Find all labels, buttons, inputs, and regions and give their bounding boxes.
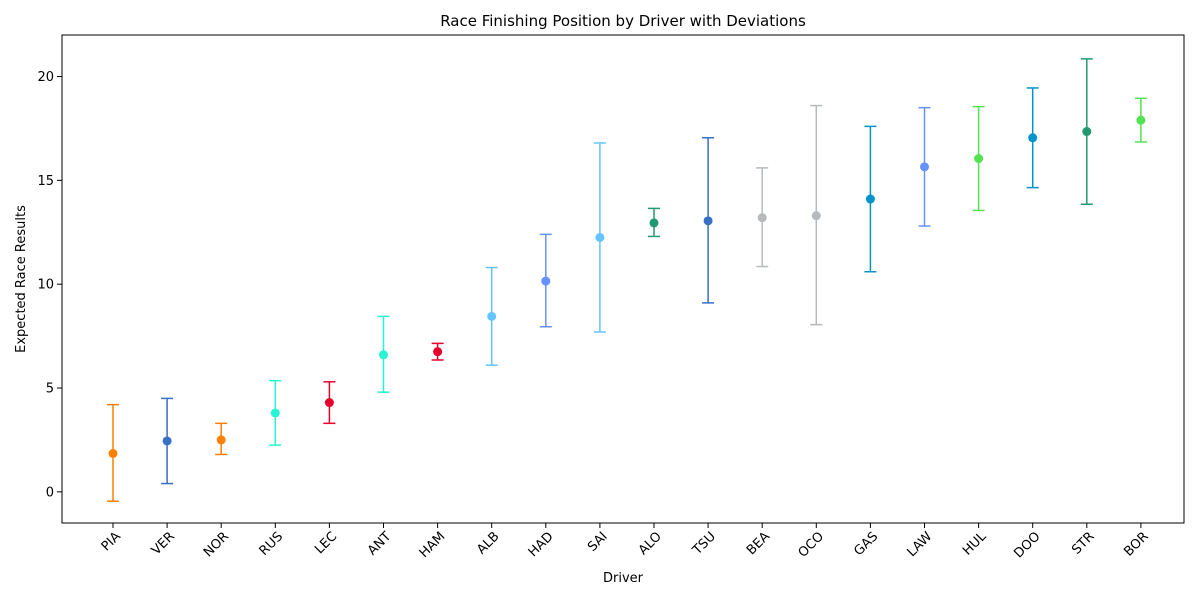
data-point [649,218,659,228]
data-point [108,448,118,458]
x-tick-label: BEA [744,529,773,558]
x-tick-label: GAS [851,529,881,559]
x-tick-label: PIA [99,529,124,554]
data-point [270,408,280,418]
data-point [433,347,443,357]
data-point [541,276,551,286]
y-tick-label: 5 [46,382,54,397]
data-point [865,194,875,204]
x-axis: PIA VER NOR RUS LEC ANT HAM ALB HAD SAI ALO TSU BEA O… [99,523,1152,561]
x-tick-label: HUL [960,529,990,559]
x-tick-label: VER [149,529,178,558]
data-point [920,162,929,172]
data-point [1082,127,1092,137]
data-point [379,350,388,360]
data-point [216,435,226,445]
x-tick-label: TSU [689,529,718,558]
data-point [324,398,334,408]
y-axis-label: Expected Race Results [14,205,29,353]
y-tick-label: 0 [46,485,54,500]
x-axis-label: Driver [603,571,644,586]
x-tick-label: HAD [526,529,557,560]
x-tick-label: LEC [312,529,340,557]
x-tick-label: NOR [201,529,232,560]
data-point [1028,133,1038,143]
data-point [162,436,172,446]
plot-area [61,34,1185,524]
y-tick-label: 15 [37,174,54,189]
x-tick-label: STR [1069,529,1097,557]
y-axis: 0 5 10 15 20 [37,70,62,500]
x-tick-label: SAI [585,529,611,555]
chart-title: Race Finishing Position by Driver with D… [440,12,806,30]
x-tick-label: BOR [1121,529,1151,559]
x-tick-label: RUS [257,529,287,559]
x-tick-label: OCO [796,529,827,560]
x-tick-label: ANT [365,529,394,558]
x-tick-label: ALB [474,529,502,557]
x-tick-label: HAM [417,529,449,561]
data-point [595,232,605,242]
y-tick-label: 20 [37,70,54,85]
data-series [107,58,1147,502]
data-point [703,216,713,226]
x-tick-label: LAW [905,529,936,560]
x-tick-label: DOO [1011,529,1043,561]
x-tick-label: ALO [636,529,665,558]
y-tick-label: 10 [37,278,54,293]
data-point [1136,115,1146,125]
data-point [757,213,767,223]
data-point [974,154,984,164]
data-point [487,311,497,321]
data-point [811,211,821,221]
